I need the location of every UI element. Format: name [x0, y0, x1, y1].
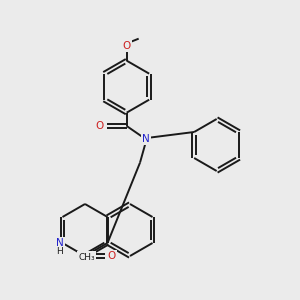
Text: O: O	[96, 121, 104, 131]
Text: CH₃: CH₃	[79, 253, 95, 262]
Text: O: O	[107, 251, 116, 261]
Text: N: N	[142, 134, 150, 144]
Text: H: H	[56, 247, 63, 256]
Text: O: O	[122, 41, 131, 51]
Text: N: N	[56, 238, 64, 248]
